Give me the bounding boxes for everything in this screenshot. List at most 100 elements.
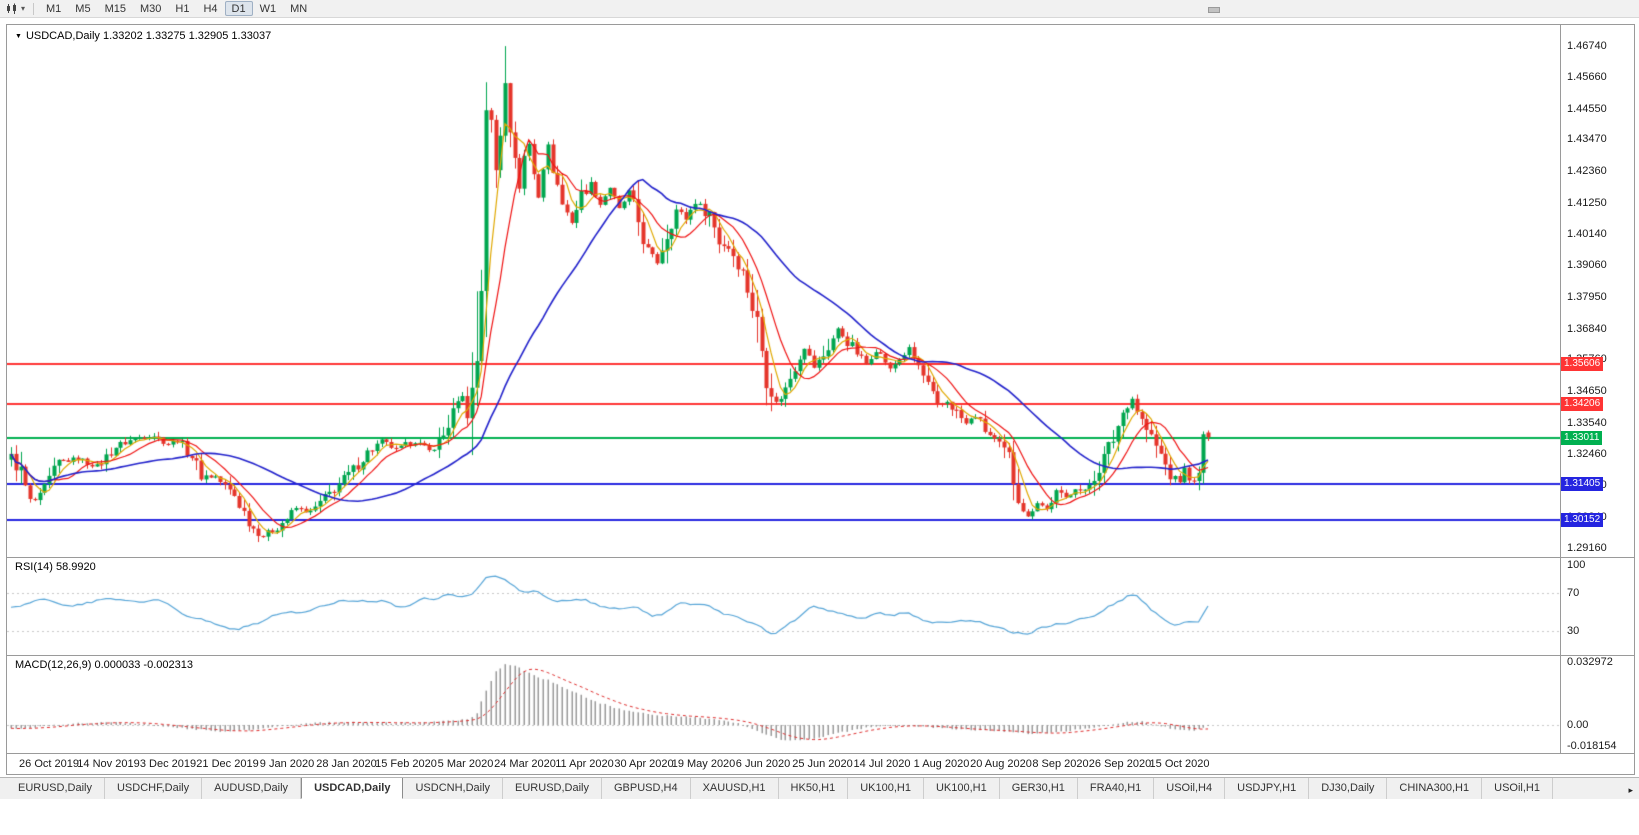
date-axis-label: 1 Aug 2020 bbox=[913, 758, 970, 770]
chart-tab-usdcad-daily[interactable]: USDCAD,Daily bbox=[301, 778, 404, 799]
date-axis-label: 15 Feb 2020 bbox=[375, 758, 437, 770]
main-chart-canvas[interactable] bbox=[7, 25, 1560, 557]
main-price-pane: ▼ USDCAD,Daily 1.33202 1.33275 1.32905 1.… bbox=[7, 25, 1560, 557]
macd-axis-label: -0.018154 bbox=[1567, 740, 1617, 752]
timeframe-button-w1[interactable]: W1 bbox=[259, 3, 277, 15]
chart-tab-hk50-h1[interactable]: HK50,H1 bbox=[779, 778, 849, 799]
candlestick-chart-icon[interactable] bbox=[6, 3, 19, 15]
macd-axis-label: 0.032972 bbox=[1567, 656, 1613, 668]
macd-indicator-label: MACD(12,26,9) 0.000033 -0.002313 bbox=[15, 659, 193, 671]
macd-axis-label: 0.00 bbox=[1567, 719, 1589, 731]
chart-symbol-label: USDCAD,Daily bbox=[25, 30, 100, 42]
date-axis-label: 30 Apr 2020 bbox=[614, 758, 674, 770]
date-axis-label: 6 Jun 2020 bbox=[735, 758, 791, 770]
chart-type-dropdown-caret[interactable]: ▾ bbox=[21, 4, 26, 13]
chart-tab-audusd-daily[interactable]: AUDUSD,Daily bbox=[202, 778, 302, 799]
price-axis-label: 1.46740 bbox=[1567, 40, 1607, 52]
date-axis-label: 25 Jun 2020 bbox=[792, 758, 853, 770]
date-axis-label: 26 Oct 2019 bbox=[19, 758, 79, 770]
price-axis-label: 1.36840 bbox=[1567, 323, 1607, 335]
timeframe-button-m30[interactable]: M30 bbox=[139, 3, 162, 15]
chart-title-marker-icon: ▼ bbox=[15, 33, 22, 40]
rsi-pane: RSI(14) 58.9920 bbox=[7, 558, 1560, 655]
chart-tab-uk100-h1[interactable]: UK100,H1 bbox=[924, 778, 1000, 799]
date-axis-label: 26 Sep 2020 bbox=[1088, 758, 1152, 770]
rsi-axis-label: 70 bbox=[1567, 587, 1580, 599]
date-axis-label: 20 Aug 2020 bbox=[970, 758, 1032, 770]
price-level-badge: 1.34206 bbox=[1561, 397, 1604, 411]
price-axis-label: 1.40140 bbox=[1567, 228, 1607, 240]
price-axis-label: 1.41250 bbox=[1567, 197, 1607, 209]
timeframe-button-d1[interactable]: D1 bbox=[224, 1, 253, 16]
chart-scroll-position-marker[interactable] bbox=[1208, 7, 1220, 13]
chart-tab-dj30-daily[interactable]: DJ30,Daily bbox=[1309, 778, 1388, 799]
price-level-badge: 1.35606 bbox=[1561, 357, 1604, 371]
chart-tab-china300-h1[interactable]: CHINA300,H1 bbox=[1387, 778, 1483, 799]
timeframe-button-m5[interactable]: M5 bbox=[75, 3, 91, 15]
chart-tab-gbpusd-h4[interactable]: GBPUSD,H4 bbox=[602, 778, 691, 799]
timeframe-button-h4[interactable]: H4 bbox=[203, 3, 218, 15]
price-axis-label: 1.32460 bbox=[1567, 448, 1607, 460]
rsi-axis-label: 100 bbox=[1567, 559, 1586, 571]
chart-tab-ger30-h1[interactable]: GER30,H1 bbox=[1000, 778, 1078, 799]
price-axis-label: 1.33540 bbox=[1567, 417, 1607, 429]
price-axis-label: 1.29160 bbox=[1567, 542, 1607, 554]
date-axis-label: 21 Dec 2019 bbox=[196, 758, 259, 770]
rsi-axis[interactable]: 100 70 30 bbox=[1560, 558, 1634, 655]
price-axis-label: 1.39060 bbox=[1567, 259, 1607, 271]
chart-title: ▼ USDCAD,Daily 1.33202 1.33275 1.32905 1.… bbox=[15, 30, 271, 42]
chart-tab-fra40-h1[interactable]: FRA40,H1 bbox=[1078, 778, 1155, 799]
date-axis-label: 11 Apr 2020 bbox=[555, 758, 614, 770]
timeframe-button-m1[interactable]: M1 bbox=[46, 3, 62, 15]
date-axis[interactable]: 26 Oct 2019 14 Nov 2019 3 Dec 2019 21 Dec 2… bbox=[7, 754, 1634, 774]
date-axis-label: 28 Jan 2020 bbox=[316, 758, 377, 770]
chart-window: ▼ USDCAD,Daily 1.33202 1.33275 1.32905 1.… bbox=[6, 24, 1635, 775]
date-axis-label: 14 Jul 2020 bbox=[853, 758, 911, 770]
price-level-badge: 1.31405 bbox=[1561, 477, 1604, 491]
chart-tab-eurusd-daily[interactable]: EURUSD,Daily bbox=[6, 778, 105, 799]
chart-ohlc-values: 1.33202 1.33275 1.32905 1.33037 bbox=[102, 30, 272, 42]
toolbar: ▾ M1 M5 M15 M30 H1 H4 D1 W1 MN bbox=[0, 0, 1639, 18]
macd-canvas[interactable] bbox=[7, 656, 1560, 753]
price-axis-label: 1.34650 bbox=[1567, 385, 1607, 397]
price-axis-label: 1.42360 bbox=[1567, 165, 1607, 177]
rsi-canvas[interactable] bbox=[7, 558, 1560, 655]
pane-separator bbox=[7, 655, 1634, 656]
chart-tab-usoil-h4[interactable]: USOil,H4 bbox=[1154, 778, 1226, 799]
rsi-indicator-label: RSI(14) 58.9920 bbox=[15, 561, 96, 573]
date-axis-label: 8 Sep 2020 bbox=[1032, 758, 1089, 770]
toolbar-separator bbox=[33, 2, 35, 15]
price-axis-label: 1.37950 bbox=[1567, 291, 1607, 303]
date-axis-label: 19 May 2020 bbox=[671, 758, 736, 770]
tab-scroll-right-button[interactable]: ▸ bbox=[1625, 782, 1636, 798]
date-axis-label: 24 Mar 2020 bbox=[494, 758, 556, 770]
timeframe-button-mn[interactable]: MN bbox=[290, 3, 308, 15]
chart-tab-usoil-h1[interactable]: USOil,H1 bbox=[1482, 778, 1553, 799]
rsi-axis-label: 30 bbox=[1567, 625, 1580, 637]
chart-tab-uk100-h1[interactable]: UK100,H1 bbox=[848, 778, 924, 799]
date-axis-label: 15 Oct 2020 bbox=[1149, 758, 1210, 770]
chart-tab-usdcnh-daily[interactable]: USDCNH,Daily bbox=[403, 778, 504, 799]
chart-tab-xauusd-h1[interactable]: XAUUSD,H1 bbox=[691, 778, 779, 799]
chart-tab-usdchf-daily[interactable]: USDCHF,Daily bbox=[105, 778, 203, 799]
macd-pane: MACD(12,26,9) 0.000033 -0.002313 bbox=[7, 656, 1560, 753]
chart-tab-bar: EURUSD,Daily USDCHF,Daily AUDUSD,Daily USDC… bbox=[0, 777, 1639, 799]
date-axis-label: 5 Mar 2020 bbox=[437, 758, 494, 770]
price-level-badge: 1.33011 bbox=[1561, 431, 1603, 445]
pane-separator bbox=[7, 753, 1634, 754]
chart-tab-usdjpy-h1[interactable]: USDJPY,H1 bbox=[1225, 778, 1310, 799]
timeframe-button-h1[interactable]: H1 bbox=[175, 3, 190, 15]
price-axis-label: 1.43470 bbox=[1567, 133, 1607, 145]
date-axis-label: 14 Nov 2019 bbox=[77, 758, 140, 770]
date-axis-label: 9 Jan 2020 bbox=[259, 758, 315, 770]
timeframe-group: M1 M5 M15 M30 H1 H4 D1 W1 MN bbox=[39, 1, 314, 16]
price-axis-label: 1.45660 bbox=[1567, 71, 1607, 83]
timeframe-button-m15[interactable]: M15 bbox=[104, 3, 126, 15]
date-axis-label: 3 Dec 2019 bbox=[139, 758, 197, 770]
price-level-badge: 1.30152 bbox=[1561, 513, 1604, 527]
macd-axis[interactable]: 0.032972 0.00 -0.018154 bbox=[1560, 656, 1634, 753]
pane-separator bbox=[7, 557, 1634, 558]
price-axis-label: 1.44550 bbox=[1567, 103, 1607, 115]
chart-tab-eurusd-daily[interactable]: EURUSD,Daily bbox=[503, 778, 602, 799]
main-price-axis[interactable]: 1.46740 1.45660 1.44550 1.43470 1.42360 1.412… bbox=[1560, 25, 1634, 557]
